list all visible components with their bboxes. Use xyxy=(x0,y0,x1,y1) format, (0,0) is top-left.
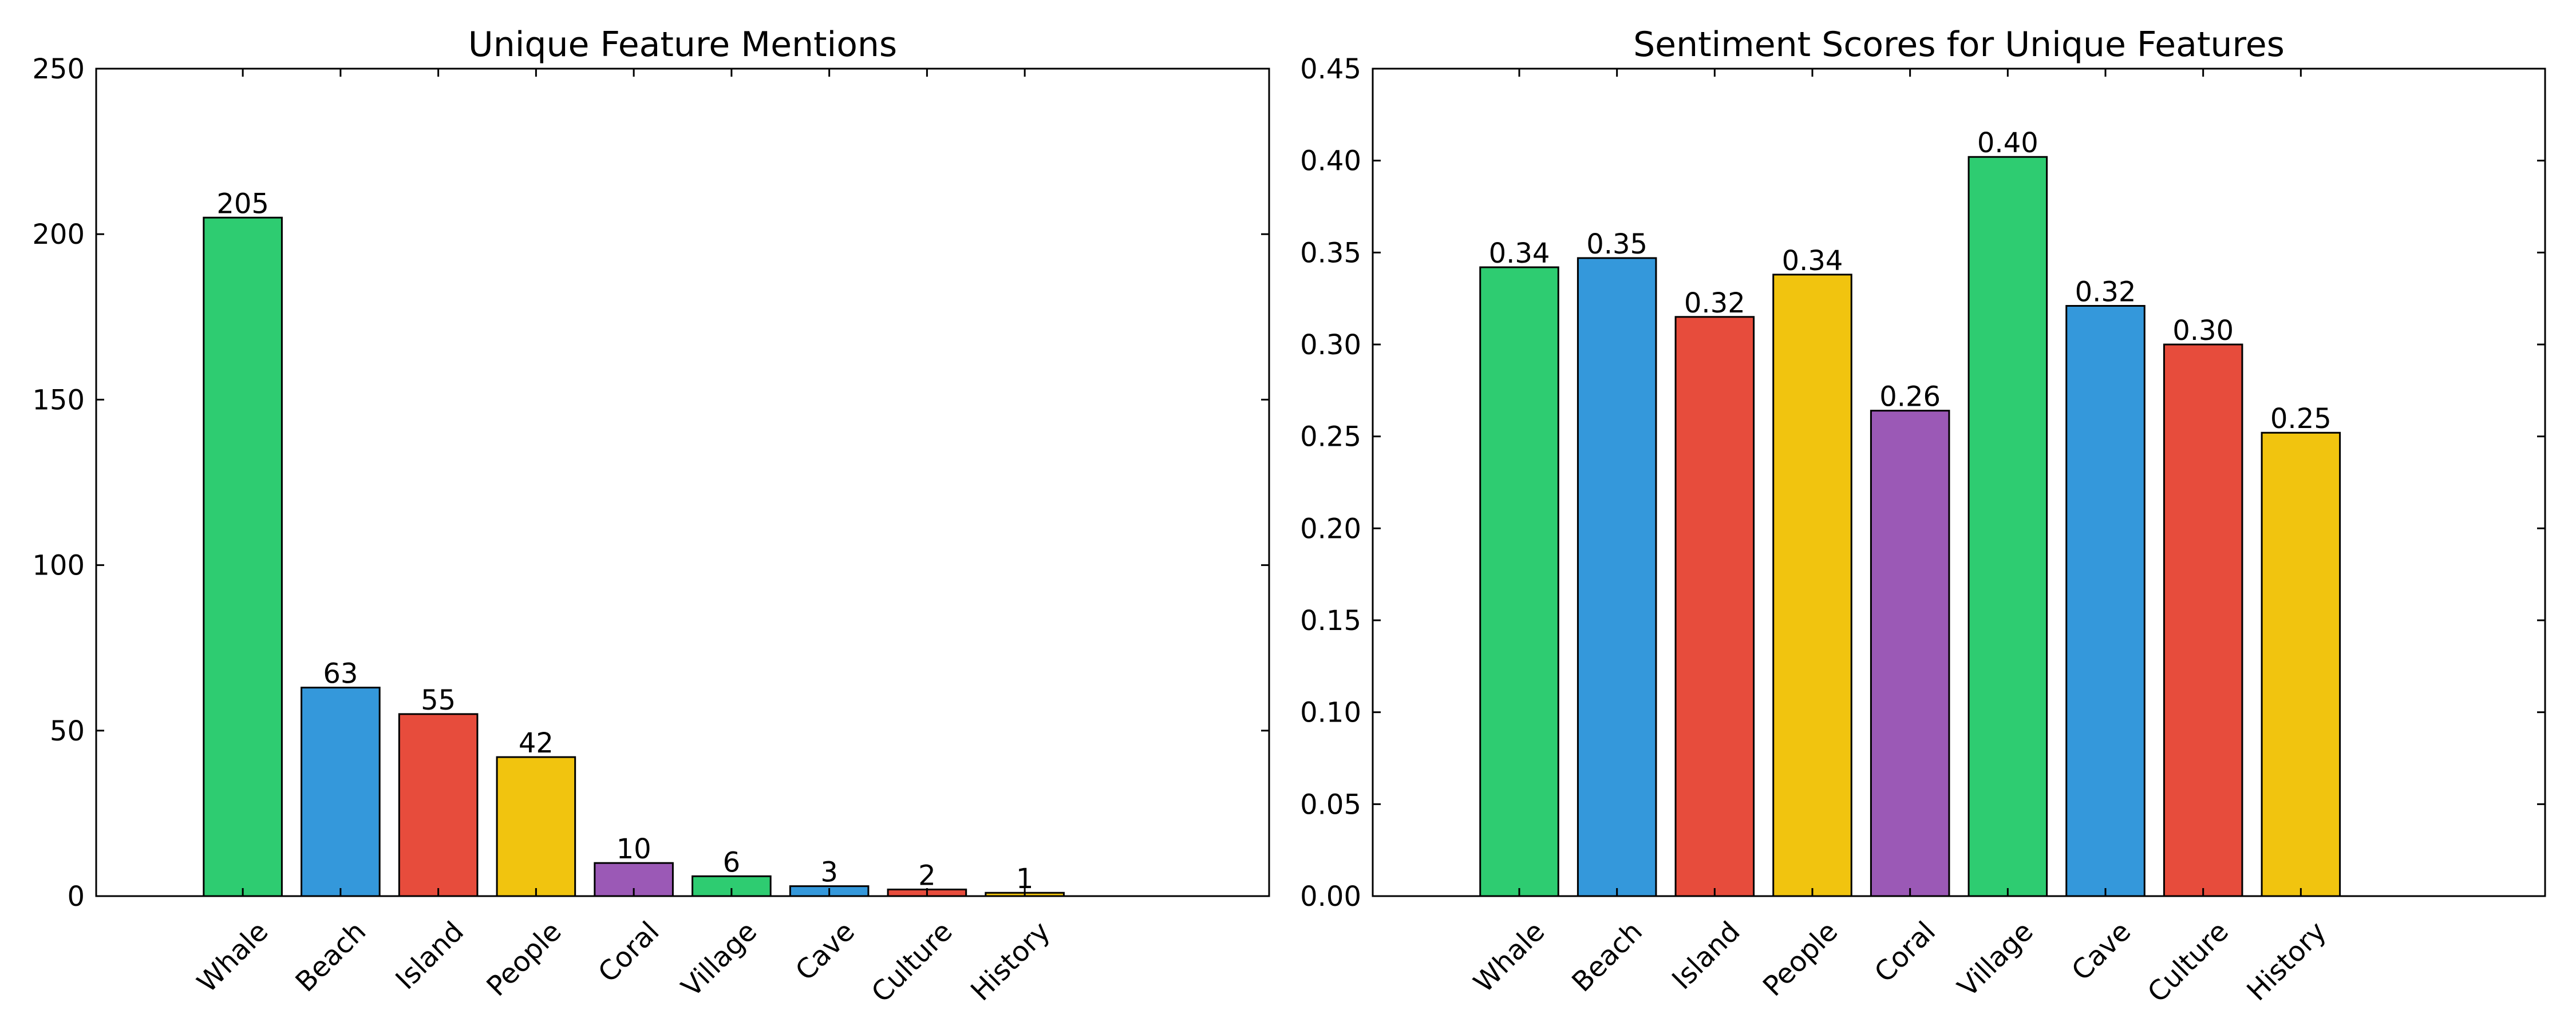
data-label: 0.26 xyxy=(1879,381,1941,413)
x-tick-label: People xyxy=(480,916,567,1003)
y-tick-label: 0.15 xyxy=(1300,605,1361,637)
data-label: 0.30 xyxy=(2172,315,2234,347)
y-tick-label: 0.05 xyxy=(1300,789,1361,821)
bar-people xyxy=(1772,274,1852,897)
x-tick-label: Coral xyxy=(592,916,665,989)
data-label: 10 xyxy=(617,833,651,865)
bar-history xyxy=(2261,431,2341,897)
x-tick-label: History xyxy=(2241,916,2332,1007)
bar-village xyxy=(1967,156,2048,897)
chart-sentiment: Sentiment Scores for Unique Features 0.34… xyxy=(1300,25,2546,1009)
x-tick-label: People xyxy=(1757,916,1844,1003)
bar-island xyxy=(398,713,479,897)
plot-frame xyxy=(95,68,1270,897)
bar-culture xyxy=(2163,343,2243,897)
x-tick-label: Coral xyxy=(1868,916,1942,989)
data-label: 42 xyxy=(519,727,554,759)
chart-title: Unique Feature Mentions xyxy=(468,25,897,65)
x-tick-label: Cave xyxy=(2065,916,2137,987)
x-tick-label: Village xyxy=(675,916,764,1004)
y-tick-label: 150 xyxy=(32,384,85,416)
bar-beach xyxy=(301,687,381,897)
y-tick-label: 0 xyxy=(67,881,85,913)
bar-beach xyxy=(1577,257,1657,897)
x-tick-label: Island xyxy=(389,916,470,996)
x-tick-label: Culture xyxy=(866,916,959,1009)
y-tick-label: 0.40 xyxy=(1300,145,1361,177)
data-label: 3 xyxy=(820,857,838,889)
y-tick-label: 0.35 xyxy=(1300,237,1361,269)
y-tick-label: 0.25 xyxy=(1300,421,1361,453)
y-tick-label: 200 xyxy=(32,219,85,251)
y-tick-label: 100 xyxy=(32,550,85,582)
data-label: 63 xyxy=(323,658,358,690)
data-label: 2 xyxy=(918,859,936,892)
data-label: 205 xyxy=(216,188,269,220)
x-tick-label: History xyxy=(965,916,1056,1007)
x-tick-label: Beach xyxy=(290,916,373,999)
x-tick-label: Village xyxy=(1951,916,2040,1004)
bar-island xyxy=(1674,316,1755,897)
data-label: 0.35 xyxy=(1586,228,1647,260)
data-label: 0.25 xyxy=(2270,403,2332,435)
y-tick-label: 0.00 xyxy=(1300,881,1361,913)
bar-cave xyxy=(2065,305,2146,897)
bar-people xyxy=(496,756,576,897)
data-label: 0.34 xyxy=(1489,237,1550,270)
y-tick-label: 0.20 xyxy=(1300,513,1361,545)
bar-whale xyxy=(203,216,283,897)
y-tick-label: 0.10 xyxy=(1300,697,1361,729)
chart-mentions: Unique Feature Mentions205Whale63Beach55… xyxy=(32,25,1270,1009)
y-tick-label: 250 xyxy=(32,53,85,85)
y-tick-label: 0.45 xyxy=(1300,53,1361,85)
data-label: 0.32 xyxy=(2075,276,2136,308)
bar-coral xyxy=(1870,410,1950,897)
x-tick-label: Cave xyxy=(789,916,861,987)
y-tick-label: 50 xyxy=(50,715,85,747)
plot-frame xyxy=(1372,68,2546,897)
data-label: 0.40 xyxy=(1977,127,2038,159)
data-label: 6 xyxy=(723,846,741,878)
x-tick-label: Culture xyxy=(2142,916,2235,1009)
bar-whale xyxy=(1479,266,1559,897)
chart-title: Sentiment Scores for Unique Features xyxy=(1633,25,2285,65)
x-tick-label: Island xyxy=(1666,916,1747,996)
data-label: 55 xyxy=(421,684,456,716)
x-tick-label: Whale xyxy=(1468,916,1551,999)
y-tick-label: 0.30 xyxy=(1300,329,1361,361)
x-tick-label: Whale xyxy=(191,916,275,999)
x-tick-label: Beach xyxy=(1566,916,1649,999)
data-label: 0.34 xyxy=(1782,245,1843,277)
data-label: 0.32 xyxy=(1684,287,1745,319)
